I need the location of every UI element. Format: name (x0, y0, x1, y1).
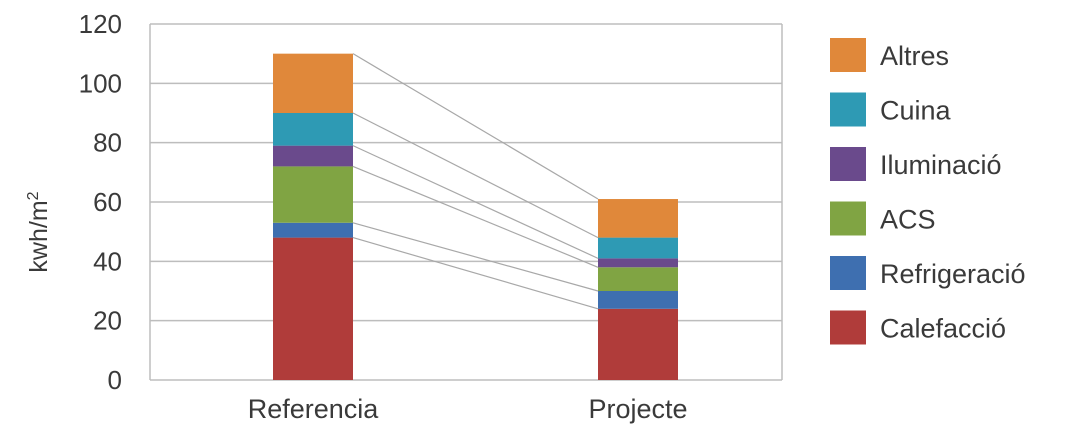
y-tick-label-80: 80 (93, 128, 122, 158)
bar-referencia-cuina (273, 113, 353, 146)
bar-referencia-acs (273, 166, 353, 223)
bar-referencia-altres (273, 53, 353, 113)
legend-swatch-iluminació (830, 147, 866, 181)
connector-lines (352, 53, 599, 310)
legend: Altres Cuina Iluminació ACS Refrigeració Cale… (830, 38, 1026, 345)
category-labels: Referencia Projecte (248, 394, 688, 424)
y-tick-label-120: 120 (79, 9, 122, 39)
connector-cuina (352, 112, 599, 239)
bar-projecte-cuina (598, 237, 678, 259)
connector-acs (352, 165, 599, 268)
bar-projecte-calefacció (598, 308, 678, 380)
bar-projecte-acs (598, 267, 678, 291)
bar-projecte-altres (598, 199, 678, 238)
y-tick-label-20: 20 (93, 306, 122, 336)
legend-label-iluminació: Iluminació (880, 150, 1002, 180)
bar-referencia-calefacció (273, 237, 353, 380)
y-tick-label-100: 100 (79, 68, 122, 98)
bars (273, 53, 678, 380)
legend-swatch-altres (830, 38, 866, 72)
legend-label-refrigeració: Refrigeració (880, 259, 1026, 289)
bar-projecte-iluminació (598, 258, 678, 268)
legend-label-calefacció: Calefacció (880, 314, 1006, 344)
x-category-label-projecte: Projecte (588, 394, 687, 424)
connector-calefacció (352, 237, 599, 310)
legend-label-cuina: Cuina (880, 96, 952, 126)
legend-swatch-acs (830, 201, 866, 236)
y-tick-labels: 0 20 40 60 80 100 120 (79, 9, 122, 395)
legend-swatch-calefacció (830, 310, 866, 345)
y-tick-label-40: 40 (93, 246, 122, 276)
connector-altres (352, 53, 599, 200)
gridlines (149, 23, 783, 381)
bar-referencia-refrigeració (273, 222, 353, 238)
legend-swatch-refrigeració (830, 256, 866, 290)
bar-projecte-refrigeració (598, 291, 678, 309)
y-axis-title: kwh/m2 (25, 191, 53, 272)
connector-iluminació (352, 145, 599, 259)
legend-label-acs: ACS (880, 205, 936, 235)
connector-refrigeració (352, 222, 599, 292)
x-category-label-referencia: Referencia (248, 394, 380, 424)
y-tick-label-60: 60 (93, 187, 122, 217)
bar-referencia-iluminació (273, 145, 353, 167)
legend-label-altres: Altres (880, 41, 949, 71)
legend-swatch-cuina (830, 92, 866, 127)
y-tick-label-0: 0 (108, 365, 122, 395)
